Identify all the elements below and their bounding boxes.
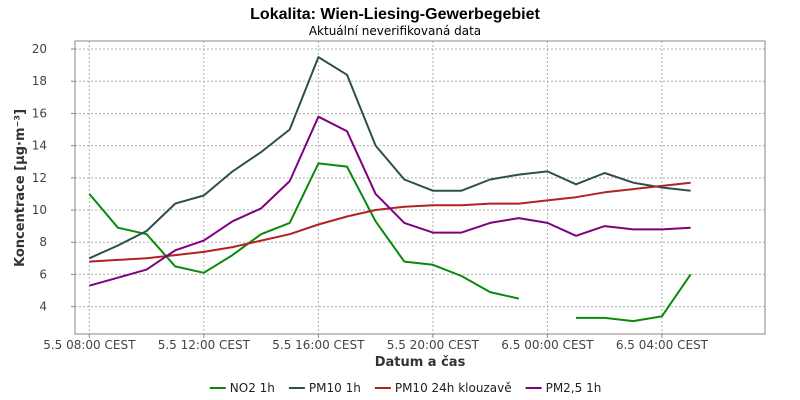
y-tick-label: 16	[32, 106, 47, 120]
x-tick-label: 5.5 12:00 CEST	[158, 338, 251, 352]
legend-label: NO2 1h	[230, 381, 275, 395]
y-tick-label: 18	[32, 74, 47, 88]
y-tick-label: 14	[32, 139, 47, 153]
x-tick-label: 5.5 16:00 CEST	[272, 338, 365, 352]
y-tick-label: 6	[39, 267, 47, 281]
plot-area	[74, 40, 766, 335]
series-lines	[89, 57, 748, 321]
y-tick-label: 12	[32, 171, 47, 185]
x-tick-label: 5.5 20:00 CEST	[387, 338, 480, 352]
y-tick-label: 20	[32, 42, 47, 56]
series-line-2	[89, 178, 748, 262]
legend-item: NO2 1h	[209, 381, 275, 395]
chart-subtitle: Aktuální neverifikovaná data	[309, 24, 481, 38]
legend-item: PM10 1h	[288, 381, 361, 395]
x-axis: 5.5 08:00 CEST 5.5 12:00 CEST 5.5 16:00 CE…	[43, 334, 709, 352]
y-tick-label: 4	[39, 300, 47, 314]
x-axis-label: Datum a čas	[375, 355, 466, 370]
series-line-3	[89, 117, 748, 286]
y-tick-label: 10	[32, 203, 47, 217]
x-tick-label: 6.5 00:00 CEST	[501, 338, 594, 352]
x-tick-label: 6.5 04:00 CEST	[616, 338, 709, 352]
legend: NO2 1h PM10 1h PM10 24h klouzavě PM2,5 1h	[209, 381, 602, 395]
legend-item: PM10 24h klouzavě	[374, 381, 512, 395]
y-tick-label: 8	[39, 235, 47, 249]
chart-title: Lokalita: Wien-Liesing-Gewerbegebiet	[250, 6, 540, 23]
legend-label: PM10 24h klouzavě	[395, 381, 512, 395]
x-tick-label: 5.5 08:00 CEST	[43, 338, 136, 352]
legend-label: PM10 1h	[309, 381, 361, 395]
grid	[75, 41, 765, 334]
y-axis: 4 6 8 10 12 14 16 18 20	[32, 42, 75, 314]
y-axis-label: Koncentrace [µg·m⁻³]	[13, 109, 28, 267]
legend-item: PM2,5 1h	[525, 381, 602, 395]
legend-label: PM2,5 1h	[546, 381, 602, 395]
